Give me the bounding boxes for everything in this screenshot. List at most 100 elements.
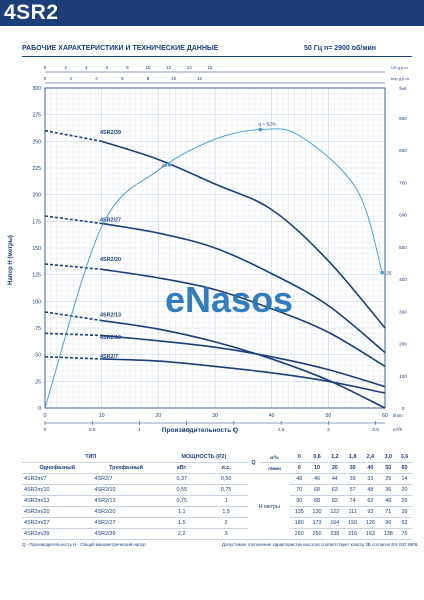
- top-tick-label: 10: [171, 76, 177, 81]
- y-tick-label: 225: [32, 166, 41, 172]
- top-tick-label: 16: [207, 65, 213, 70]
- hp-header: л.с.: [203, 462, 249, 474]
- head-value: 96: [379, 517, 398, 529]
- flow-m3h-cell: 3,0: [379, 452, 398, 463]
- three-phase-header: Трехфазный: [92, 462, 160, 474]
- power-hp: 0,75: [203, 484, 249, 496]
- head-value: 122: [325, 506, 344, 518]
- plot-frame: [44, 87, 386, 409]
- curve-dashed-segment: [44, 215, 102, 225]
- x-tick-label: 0.5: [89, 427, 96, 433]
- power-kw: 1,1: [159, 506, 204, 518]
- head-value: 52: [397, 517, 412, 529]
- right-tick-label: 100: [399, 374, 407, 379]
- flow-m3h-cell: 1,8: [343, 452, 362, 463]
- curve-4SR2/7: [101, 358, 386, 394]
- y-tick-label: 50: [35, 353, 41, 359]
- efficiency-point: [380, 270, 384, 275]
- x-axis-label: Производительность Q: [162, 427, 238, 434]
- model-title: 4SR2: [4, 1, 59, 24]
- footnote-right: Допустимое отклонение характеристик насо…: [222, 542, 419, 547]
- three-phase-model: 4SR2/27: [92, 517, 160, 529]
- head-value: 180: [290, 517, 309, 529]
- flow-lmin-cell: 50: [379, 462, 398, 474]
- efficiency-curve: η = 52% 45 25: [44, 122, 392, 409]
- curve-dashed-segment: [44, 332, 102, 337]
- y-tick-label: 200: [32, 193, 41, 199]
- x-tick-label: 1: [138, 427, 141, 433]
- x-tick-label: 2.5: [278, 427, 285, 433]
- top-tick-label: 12: [197, 76, 203, 81]
- head-value: 88: [308, 495, 326, 507]
- table-row: 4SR2m/27 4SR2/27 1,5 2 180 173 164 150 126 96 52: [22, 517, 412, 529]
- head-value: 173: [308, 517, 326, 529]
- y-tick-label: 125: [32, 273, 41, 279]
- y-tick-label: 300: [32, 86, 41, 92]
- q-unit-m3h: м³/ч: [258, 452, 291, 463]
- x-tick-label: 3.5: [372, 427, 379, 433]
- x-tick-label: 60: [382, 413, 388, 419]
- x-tick-label: 10: [99, 413, 105, 419]
- power-kw: 0,37: [159, 473, 204, 485]
- right-tick-label: 400: [399, 277, 407, 282]
- head-value: 71: [379, 506, 398, 518]
- y-tick-label: 100: [32, 299, 41, 305]
- y-tick-label: 250: [32, 139, 41, 145]
- section-title: РАБОЧИЕ ХАРАКТЕРИСТИКИ И ТЕХНИЧЕСКИЕ ДАН…: [22, 45, 219, 52]
- head-value: 238: [325, 528, 344, 540]
- head-value: 93: [361, 506, 380, 518]
- single-phase-model: 4SR2m/7: [22, 473, 93, 485]
- power-kw: 0,55: [159, 484, 204, 496]
- top-tick-label: 4: [85, 65, 88, 70]
- head-value: 164: [325, 517, 344, 529]
- flow-m3h-cell: 1,2: [325, 452, 344, 463]
- power-kw: 1,5: [159, 517, 204, 529]
- head-value: 14: [397, 473, 412, 485]
- watermark: eNasos: [165, 279, 293, 320]
- right-tick-label: 600: [399, 213, 407, 218]
- flow-lmin-cell: 10: [308, 462, 326, 474]
- top-tick-label: 6: [121, 76, 124, 81]
- head-value: 138: [379, 528, 398, 540]
- efficiency-label: 25: [386, 271, 392, 277]
- curve-dashed-segment: [44, 311, 102, 322]
- curve-4SR2/20: [101, 268, 386, 368]
- head-value: 75: [397, 528, 412, 540]
- head-value: 68: [308, 484, 326, 496]
- power-hp: 1,5: [203, 506, 249, 518]
- x-axis-unit: m³/h: [393, 427, 403, 432]
- flow-lmin-cell: 0: [290, 462, 309, 474]
- head-value: 44: [325, 473, 344, 485]
- divider: [22, 56, 412, 57]
- head-value: 46: [379, 495, 398, 507]
- power-kw: 0,75: [159, 495, 204, 507]
- x-tick-label: 3: [327, 427, 330, 433]
- top-axis-unit: US g.p.m.: [391, 65, 409, 70]
- three-phase-model: 4SR2/13: [92, 495, 160, 507]
- curve-dashed-segment: [44, 263, 102, 271]
- head-value: 216: [343, 528, 362, 540]
- curve-dashed-segment: [44, 356, 102, 360]
- three-phase-model: 4SR2/39: [92, 528, 160, 540]
- flow-m3h-cell: 0,6: [308, 452, 326, 463]
- head-value: 62: [361, 495, 380, 507]
- head-value: 135: [290, 506, 309, 518]
- head-value: 57: [343, 484, 362, 496]
- series-label: 4SR2/7: [100, 354, 118, 360]
- footnote-left: Q - Производительность H - Общий маномет…: [22, 542, 146, 547]
- flow-m3h-cell: 0: [290, 452, 309, 463]
- head-value: 260: [290, 528, 309, 540]
- power-kw: 2,2: [159, 528, 204, 540]
- power-header: МОЩНОСТЬ (P2): [159, 452, 249, 463]
- y-tick-label: 25: [35, 379, 41, 385]
- y-axis-label: Напор H (метры): [8, 235, 14, 285]
- head-value: 82: [325, 495, 344, 507]
- curve-4SR2/39: [101, 140, 386, 329]
- head-value: 250: [308, 528, 326, 540]
- y-tick-label: 175: [32, 219, 41, 225]
- series-label: 4SR2/20: [100, 257, 121, 263]
- head-value: 26: [397, 495, 412, 507]
- head-value: 74: [343, 495, 362, 507]
